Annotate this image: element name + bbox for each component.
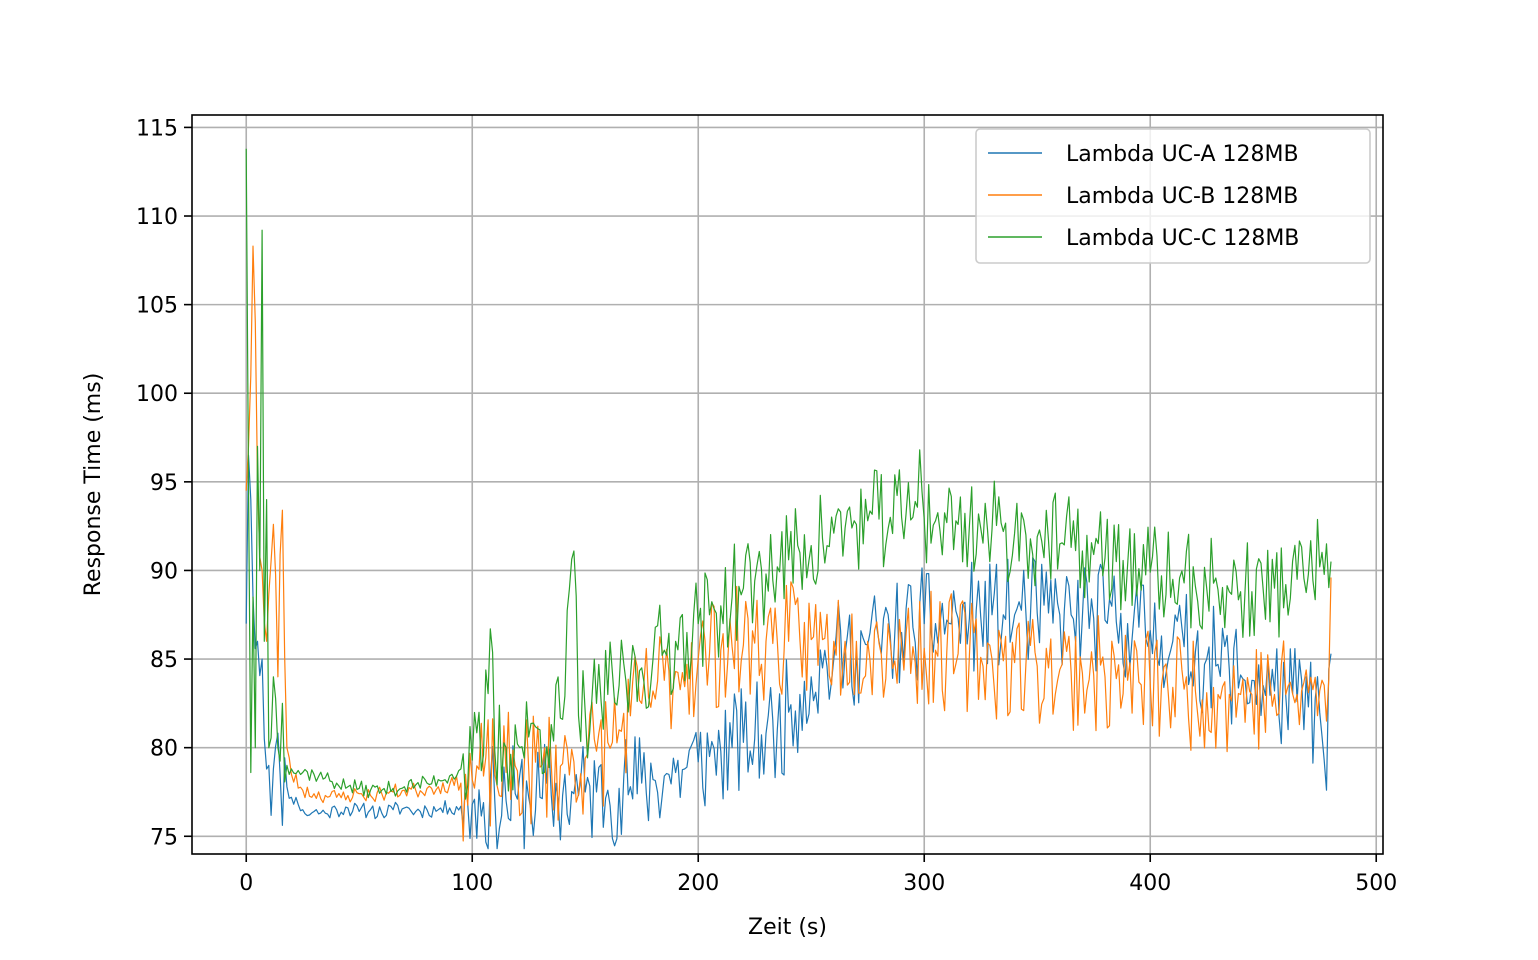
y-tick-label: 80	[150, 737, 178, 762]
legend-box	[975, 128, 1371, 264]
series-line-3	[245, 148, 1332, 800]
x-tick-label: 0	[239, 871, 253, 896]
y-tick-label: 110	[136, 205, 178, 230]
x-tick-label: 500	[1355, 871, 1397, 896]
y-axis-label: Response Time (ms)	[81, 373, 106, 597]
legend-label: Lambda UC-C 128MB	[1066, 226, 1299, 251]
x-axis-label: Zeit (s)	[748, 915, 827, 940]
x-tick-label: 300	[903, 871, 945, 896]
series-line-1	[245, 454, 1332, 850]
axis-ticks: 0 100 200 300 400 500 75 80 85 90 95 100 105 110 115	[136, 116, 1397, 896]
y-tick-label: 95	[150, 471, 178, 496]
y-tick-label: 75	[150, 825, 178, 850]
legend-label: Lambda UC-B 128MB	[1066, 184, 1298, 209]
plot-frame	[191, 114, 1384, 855]
y-tick-label: 85	[150, 648, 178, 673]
y-tick-label: 105	[136, 294, 178, 319]
series-line-2	[245, 245, 1332, 842]
legend-label: Lambda UC-A 128MB	[1066, 142, 1299, 167]
y-tick-label: 115	[136, 116, 178, 141]
y-tick-label: 90	[150, 559, 178, 584]
y-tick-label: 100	[136, 382, 178, 407]
x-tick-label: 200	[677, 871, 719, 896]
legend: Lambda UC-A 128MB Lambda UC-B 128MB Lambda…	[975, 128, 1371, 264]
x-tick-label: 400	[1129, 871, 1171, 896]
x-tick-label: 100	[451, 871, 493, 896]
series-layer	[245, 148, 1332, 850]
